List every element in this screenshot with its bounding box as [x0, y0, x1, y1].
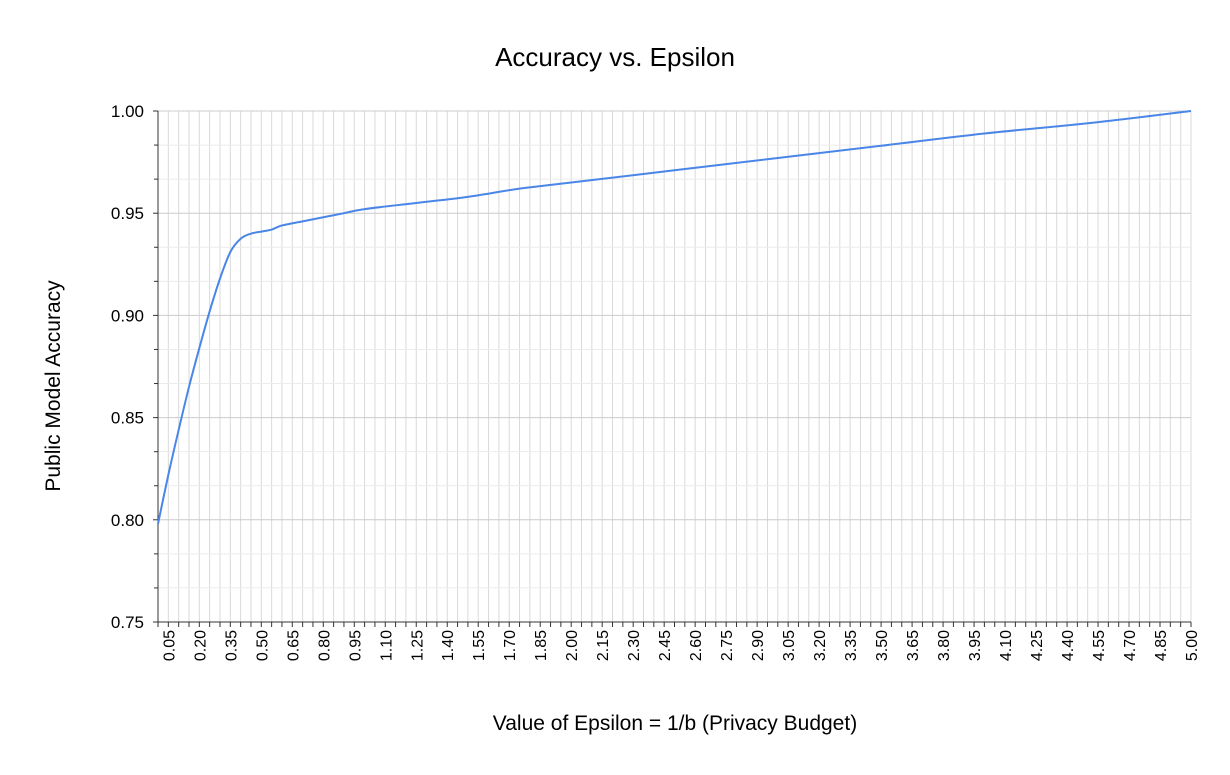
x-tick-label: 5.00	[1184, 630, 1201, 661]
x-tick-label: 0.50	[254, 630, 271, 661]
x-tick-label: 2.60	[688, 630, 705, 661]
series-layer	[157, 110, 1192, 525]
x-tick-label: 3.50	[874, 630, 891, 661]
x-tick-label: 3.95	[967, 630, 984, 661]
x-tick-label: 4.10	[998, 630, 1015, 661]
x-tick-label: 4.40	[1060, 630, 1077, 661]
x-tick-label: 0.65	[285, 630, 302, 661]
series-line	[157, 110, 1192, 525]
x-tick-label: 2.00	[564, 630, 581, 661]
x-tick-label: 2.30	[626, 630, 643, 661]
x-tick-label: 3.65	[905, 630, 922, 661]
x-tick-label: 2.15	[595, 630, 612, 661]
y-tick-label: 1.00	[111, 102, 144, 121]
y-axis-label: Public Model Accuracy	[42, 280, 65, 492]
x-tick-label: 3.80	[936, 630, 953, 661]
chart-title: Accuracy vs. Epsilon	[495, 42, 735, 72]
x-tick-label: 0.35	[223, 630, 240, 661]
x-tick-label: 1.25	[409, 630, 426, 661]
x-tick-label: 0.20	[192, 630, 209, 661]
axes: 0.75 0.80 0.85 0.90 0.95 1.00 0.05 0.20 0.35 0.50…	[111, 102, 1201, 661]
y-tick-label: 0.80	[111, 511, 144, 530]
x-tick-label: 0.80	[316, 630, 333, 661]
x-tick-label: 2.90	[750, 630, 767, 661]
x-tick-label: 3.20	[812, 630, 829, 661]
y-tick-label: 0.85	[111, 409, 144, 428]
x-tick-label: 1.55	[471, 630, 488, 661]
x-tick-label: 1.70	[502, 630, 519, 661]
x-tick-label: 4.55	[1091, 630, 1108, 661]
x-tick-label: 4.25	[1029, 630, 1046, 661]
x-tick-label: 3.05	[781, 630, 798, 661]
x-tick-label: 3.35	[843, 630, 860, 661]
x-tick-label: 0.95	[347, 630, 364, 661]
y-tick-label: 0.95	[111, 204, 144, 223]
x-tick-label: 4.85	[1153, 630, 1170, 661]
y-tick-label: 0.75	[111, 613, 144, 632]
x-tick-label: 4.70	[1122, 630, 1139, 661]
x-tick-label: 1.40	[440, 630, 457, 661]
x-axis-label: Value of Epsilon = 1/b (Privacy Budget)	[493, 712, 857, 735]
grid	[158, 110, 1192, 622]
x-tick-label: 1.10	[378, 630, 395, 661]
x-tick-label: 0.05	[161, 630, 178, 661]
x-tick-label: 2.45	[657, 630, 674, 661]
x-tick-label: 1.85	[533, 630, 550, 661]
y-tick-label: 0.90	[111, 306, 144, 325]
x-tick-label: 2.75	[719, 630, 736, 661]
